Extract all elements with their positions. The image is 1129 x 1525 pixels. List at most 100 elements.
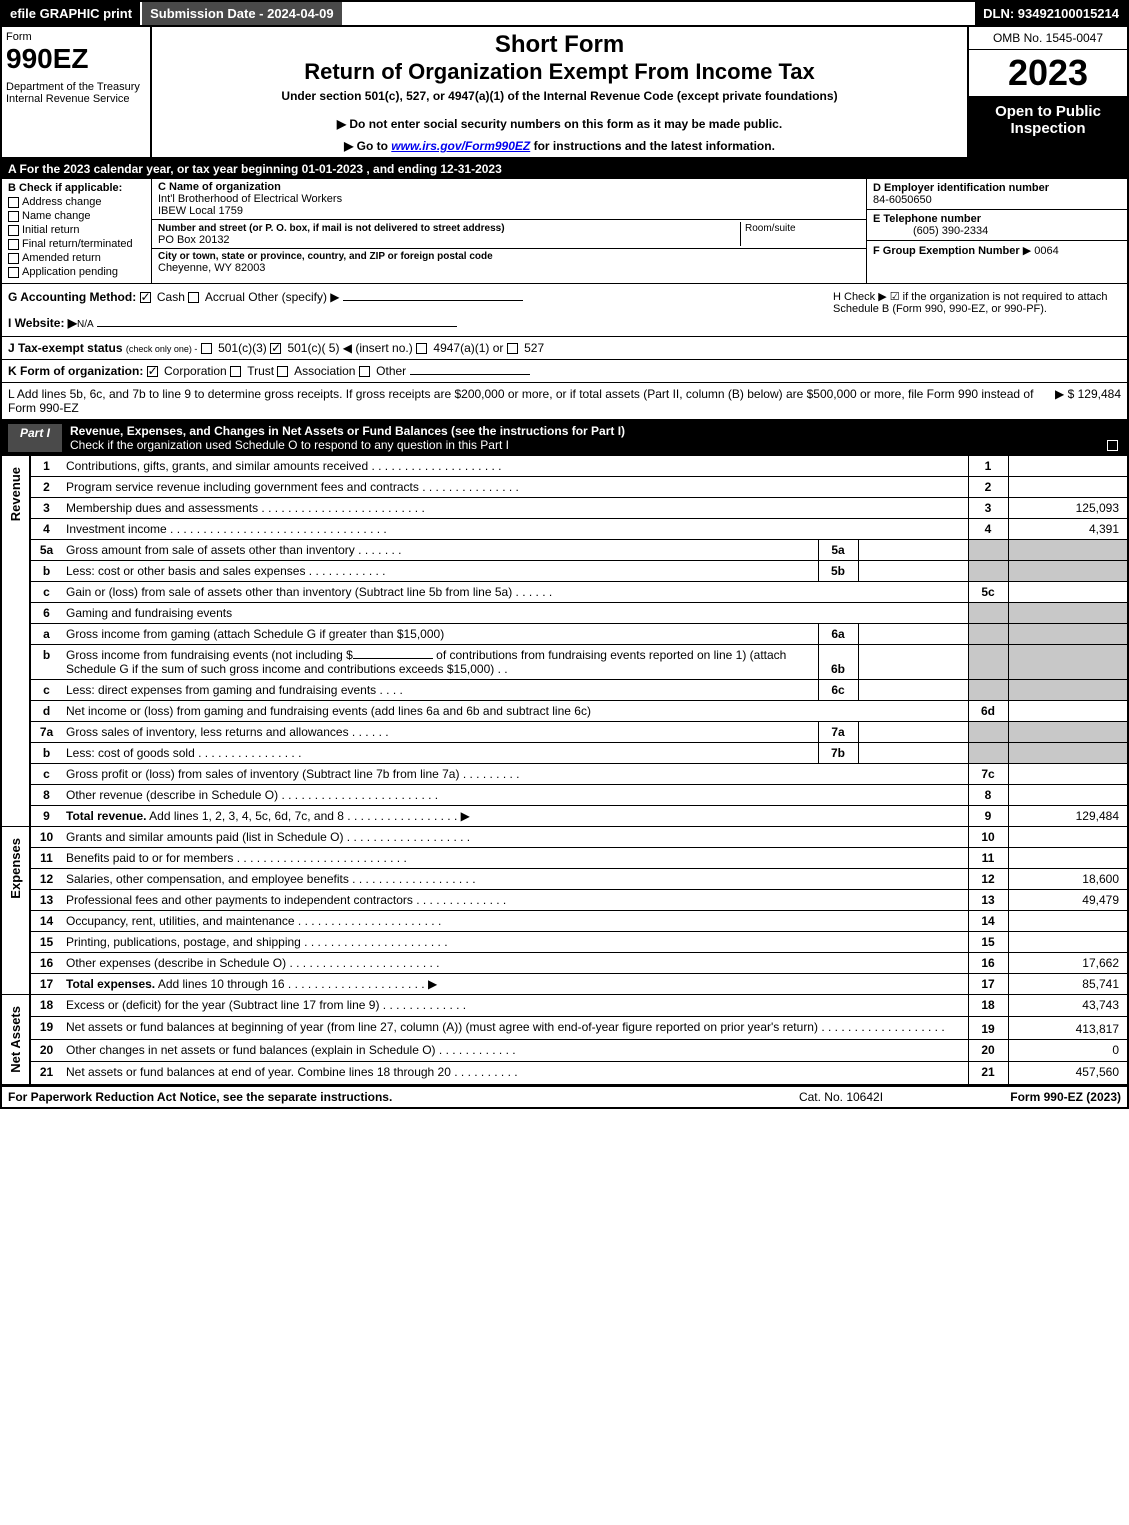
section-a: A For the 2023 calendar year, or tax yea… bbox=[0, 159, 1129, 179]
chk-trust[interactable] bbox=[230, 366, 241, 377]
total-revenue-label: Total revenue. bbox=[66, 809, 146, 823]
part1-table: Revenue 1 Contributions, gifts, grants, … bbox=[0, 456, 1129, 1085]
chk-cash[interactable] bbox=[140, 292, 151, 303]
paperwork-notice: For Paperwork Reduction Act Notice, see … bbox=[8, 1090, 741, 1104]
chk-final[interactable]: Final return/terminated bbox=[8, 238, 145, 250]
part1-label: Part I bbox=[8, 424, 62, 452]
chk-address[interactable]: Address change bbox=[8, 196, 145, 208]
website-input[interactable] bbox=[97, 326, 457, 327]
org-street: PO Box 20132 bbox=[158, 234, 230, 246]
chk-527[interactable] bbox=[507, 343, 518, 354]
room-suite-label: Room/suite bbox=[745, 223, 796, 234]
j-label: J Tax-exempt status bbox=[8, 341, 123, 355]
dept-label: Department of the Treasury Internal Reve… bbox=[6, 81, 146, 105]
c-name-row: C Name of organization Int'l Brotherhood… bbox=[152, 179, 866, 220]
val-6c bbox=[858, 680, 968, 701]
part1-header: Part I Revenue, Expenses, and Changes in… bbox=[0, 420, 1129, 456]
l-row: L Add lines 5b, 6c, and 7b to line 9 to … bbox=[0, 383, 1129, 420]
cat-no: Cat. No. 10642I bbox=[741, 1090, 941, 1104]
header-right: OMB No. 1545-0047 2023 Open to Public In… bbox=[967, 27, 1127, 157]
chk-501c[interactable] bbox=[270, 343, 281, 354]
g-section: G Accounting Method: Cash Accrual Other … bbox=[2, 284, 827, 336]
b-title: B Check if applicable: bbox=[8, 182, 145, 194]
f-val: ▶ 0064 bbox=[1023, 245, 1059, 257]
page-footer: For Paperwork Reduction Act Notice, see … bbox=[0, 1085, 1129, 1109]
other-org-input[interactable] bbox=[410, 374, 530, 375]
chk-initial[interactable]: Initial return bbox=[8, 224, 145, 236]
d-row: D Employer identification number 84-6050… bbox=[867, 179, 1127, 210]
chk-4947[interactable] bbox=[416, 343, 427, 354]
section-de: D Employer identification number 84-6050… bbox=[867, 179, 1127, 283]
chk-501c3[interactable] bbox=[201, 343, 212, 354]
other-specify-input[interactable] bbox=[343, 300, 523, 301]
h-text: H Check ▶ ☑ if the organization is not r… bbox=[833, 291, 1108, 315]
h-section: H Check ▶ ☑ if the organization is not r… bbox=[827, 284, 1127, 336]
val-5a bbox=[858, 540, 968, 561]
i-label: I Website: ▶ bbox=[8, 316, 77, 330]
d-label: D Employer identification number bbox=[873, 182, 1049, 194]
header-left: Form 990EZ Department of the Treasury In… bbox=[2, 27, 152, 157]
part1-title: Revenue, Expenses, and Changes in Net As… bbox=[70, 424, 1121, 452]
l-val: ▶ $ 129,484 bbox=[1047, 387, 1121, 415]
val-6b bbox=[858, 645, 968, 680]
open-to-public: Open to Public Inspection bbox=[969, 97, 1127, 157]
goto-line: ▶ Go to www.irs.gov/Form990EZ for instru… bbox=[160, 139, 959, 153]
return-title: Return of Organization Exempt From Incom… bbox=[160, 59, 959, 85]
k-label: K Form of organization: bbox=[8, 364, 143, 378]
j-note: (check only one) - bbox=[126, 344, 198, 354]
k-row: K Form of organization: Corporation Trus… bbox=[0, 360, 1129, 383]
header-mid: Short Form Return of Organization Exempt… bbox=[152, 27, 967, 157]
total-expenses-label: Total expenses. bbox=[66, 977, 155, 991]
val-7a bbox=[858, 722, 968, 743]
chk-application[interactable]: Application pending bbox=[8, 266, 145, 278]
form-header: Form 990EZ Department of the Treasury In… bbox=[0, 27, 1129, 159]
c-city-label: City or town, state or province, country… bbox=[158, 251, 860, 262]
org-name-2: IBEW Local 1759 bbox=[158, 205, 860, 217]
c-street-label: Number and street (or P. O. box, if mail… bbox=[158, 223, 505, 234]
6b-amount-input[interactable] bbox=[353, 658, 433, 659]
c-city-row: City or town, state or province, country… bbox=[152, 249, 866, 276]
expenses-label: Expenses bbox=[6, 830, 25, 907]
f-row: F Group Exemption Number ▶ 0064 bbox=[867, 241, 1127, 260]
efile-label[interactable]: efile GRAPHIC print bbox=[2, 2, 140, 25]
org-name-1: Int'l Brotherhood of Electrical Workers bbox=[158, 193, 860, 205]
form-number: 990EZ bbox=[6, 43, 146, 75]
top-spacer bbox=[342, 2, 976, 25]
d-ein: 84-6050650 bbox=[873, 194, 932, 206]
f-label: F Group Exemption Number bbox=[873, 245, 1020, 257]
website-val: N/A bbox=[77, 319, 94, 330]
chk-other-org[interactable] bbox=[359, 366, 370, 377]
g-label: G Accounting Method: bbox=[8, 290, 136, 304]
chk-name[interactable]: Name change bbox=[8, 210, 145, 222]
chk-amended[interactable]: Amended return bbox=[8, 252, 145, 264]
e-row: E Telephone number (605) 390-2334 bbox=[867, 210, 1127, 241]
c-street-row: Number and street (or P. O. box, if mail… bbox=[152, 220, 866, 249]
j-row: J Tax-exempt status (check only one) - 5… bbox=[0, 337, 1129, 360]
goto-post: for instructions and the latest informat… bbox=[530, 139, 775, 153]
short-form-title: Short Form bbox=[160, 31, 959, 59]
form-word: Form bbox=[6, 31, 146, 43]
goto-pre: ▶ Go to bbox=[344, 139, 391, 153]
val-5b bbox=[858, 561, 968, 582]
chk-accrual[interactable] bbox=[188, 292, 199, 303]
do-not-enter: ▶ Do not enter social security numbers o… bbox=[160, 117, 959, 131]
submission-date: Submission Date - 2024-04-09 bbox=[140, 2, 342, 25]
val-7b bbox=[858, 743, 968, 764]
gh-block: G Accounting Method: Cash Accrual Other … bbox=[0, 284, 1129, 337]
l-text: L Add lines 5b, 6c, and 7b to line 9 to … bbox=[8, 387, 1047, 415]
section-c: C Name of organization Int'l Brotherhood… bbox=[152, 179, 867, 283]
netassets-label: Net Assets bbox=[6, 998, 25, 1081]
chk-assoc[interactable] bbox=[277, 366, 288, 377]
top-bar: efile GRAPHIC print Submission Date - 20… bbox=[0, 0, 1129, 27]
val-6a bbox=[858, 624, 968, 645]
dln: DLN: 93492100015214 bbox=[975, 2, 1127, 25]
revenue-label: Revenue bbox=[6, 459, 25, 529]
form-version: Form 990-EZ (2023) bbox=[941, 1090, 1121, 1104]
chk-schedule-o[interactable] bbox=[1107, 440, 1118, 451]
bcde-row: B Check if applicable: Address change Na… bbox=[0, 179, 1129, 284]
tax-year: 2023 bbox=[969, 50, 1127, 97]
irs-link[interactable]: www.irs.gov/Form990EZ bbox=[391, 139, 530, 153]
e-label: E Telephone number bbox=[873, 213, 981, 225]
e-phone: (605) 390-2334 bbox=[873, 225, 988, 237]
chk-corp[interactable] bbox=[147, 366, 158, 377]
